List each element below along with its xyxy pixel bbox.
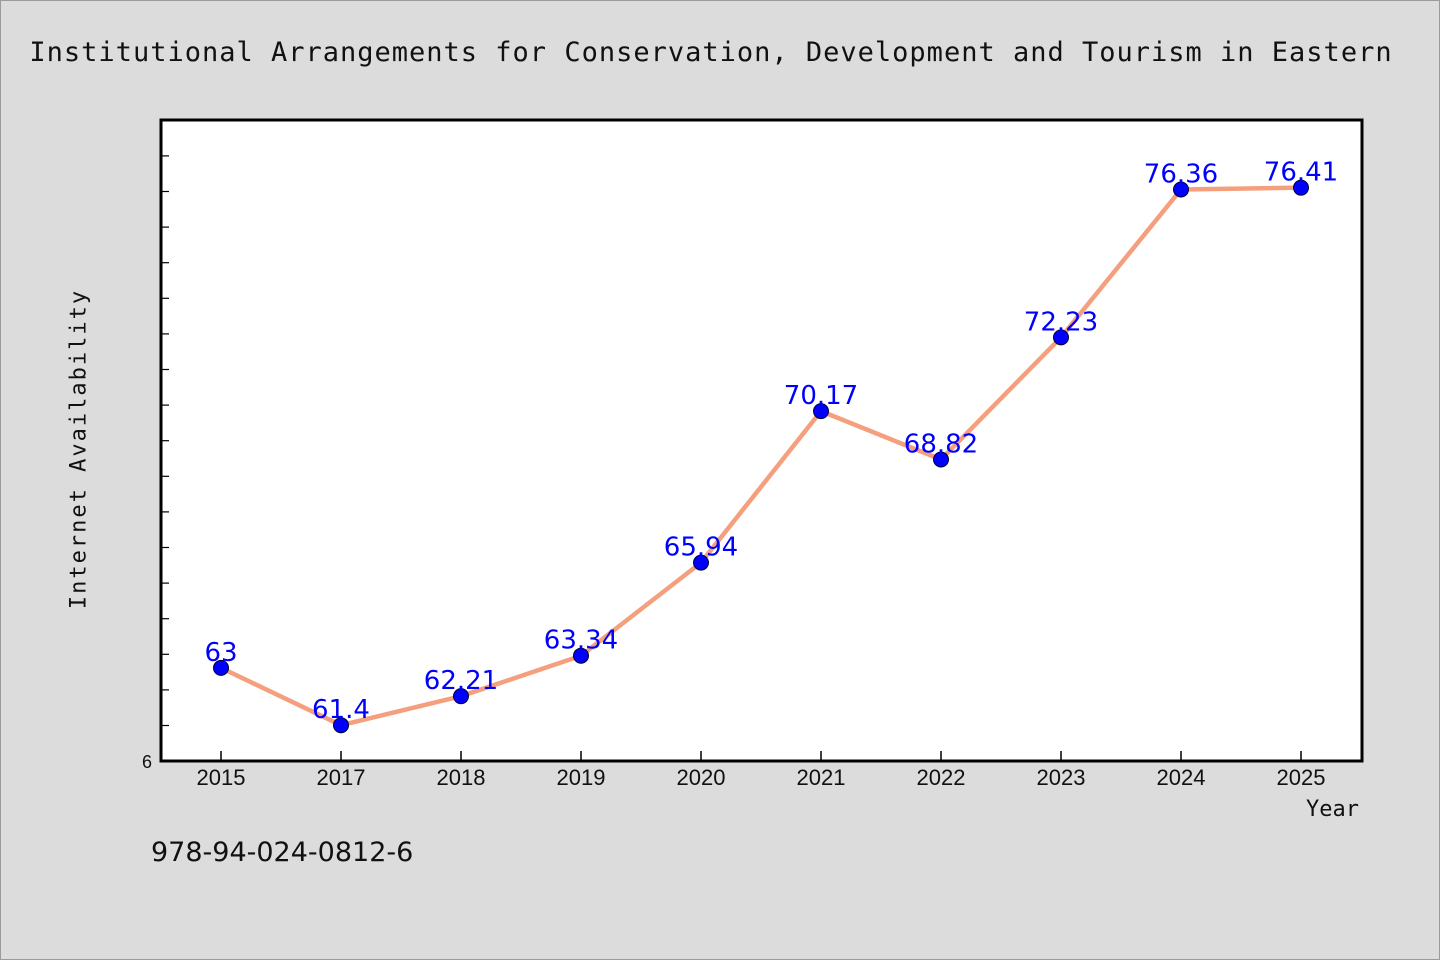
x-tick-label: 2019	[557, 765, 606, 790]
x-tick-label: 2021	[797, 765, 846, 790]
data-point	[693, 554, 709, 571]
isbn-text: 978-94-024-0812-6	[151, 837, 414, 868]
data-point	[453, 688, 469, 705]
data-point	[1053, 329, 1069, 346]
x-tick-label: 2025	[1277, 765, 1326, 790]
data-label: 72.23	[1024, 307, 1098, 337]
data-label: 70.17	[784, 381, 858, 411]
x-tick-label: 2022	[917, 765, 966, 790]
series-line	[218, 185, 1304, 728]
chart-title: Institutional Arrangements for Conservat…	[29, 37, 1393, 68]
x-axis-label: Year	[1306, 797, 1359, 822]
data-label: 62.21	[424, 666, 498, 696]
data-point	[333, 717, 349, 734]
data-label: 61.4	[312, 695, 370, 725]
data-point	[573, 647, 589, 664]
data-point	[813, 403, 829, 420]
data-label: 65.94	[664, 533, 738, 563]
data-point	[1293, 179, 1309, 196]
data-point	[1173, 181, 1189, 198]
data-point	[213, 659, 229, 676]
data-point	[933, 451, 949, 468]
data-label: 76.41	[1264, 158, 1338, 188]
data-label: 76.36	[1144, 159, 1218, 189]
x-tick-label: 2020	[677, 765, 726, 790]
x-tick-label: 2018	[437, 765, 486, 790]
x-tick-label: 2015	[197, 765, 246, 790]
x-tick-label: 2024	[1157, 765, 1206, 790]
data-label: 63.34	[544, 626, 618, 656]
x-tick-label: 2017	[317, 765, 366, 790]
plot-area	[159, 118, 1364, 763]
y-tick-label: 6	[142, 752, 152, 772]
data-label: 68.82	[904, 429, 978, 459]
data-label: 63	[204, 638, 237, 668]
x-tick-label: 2023	[1037, 765, 1086, 790]
